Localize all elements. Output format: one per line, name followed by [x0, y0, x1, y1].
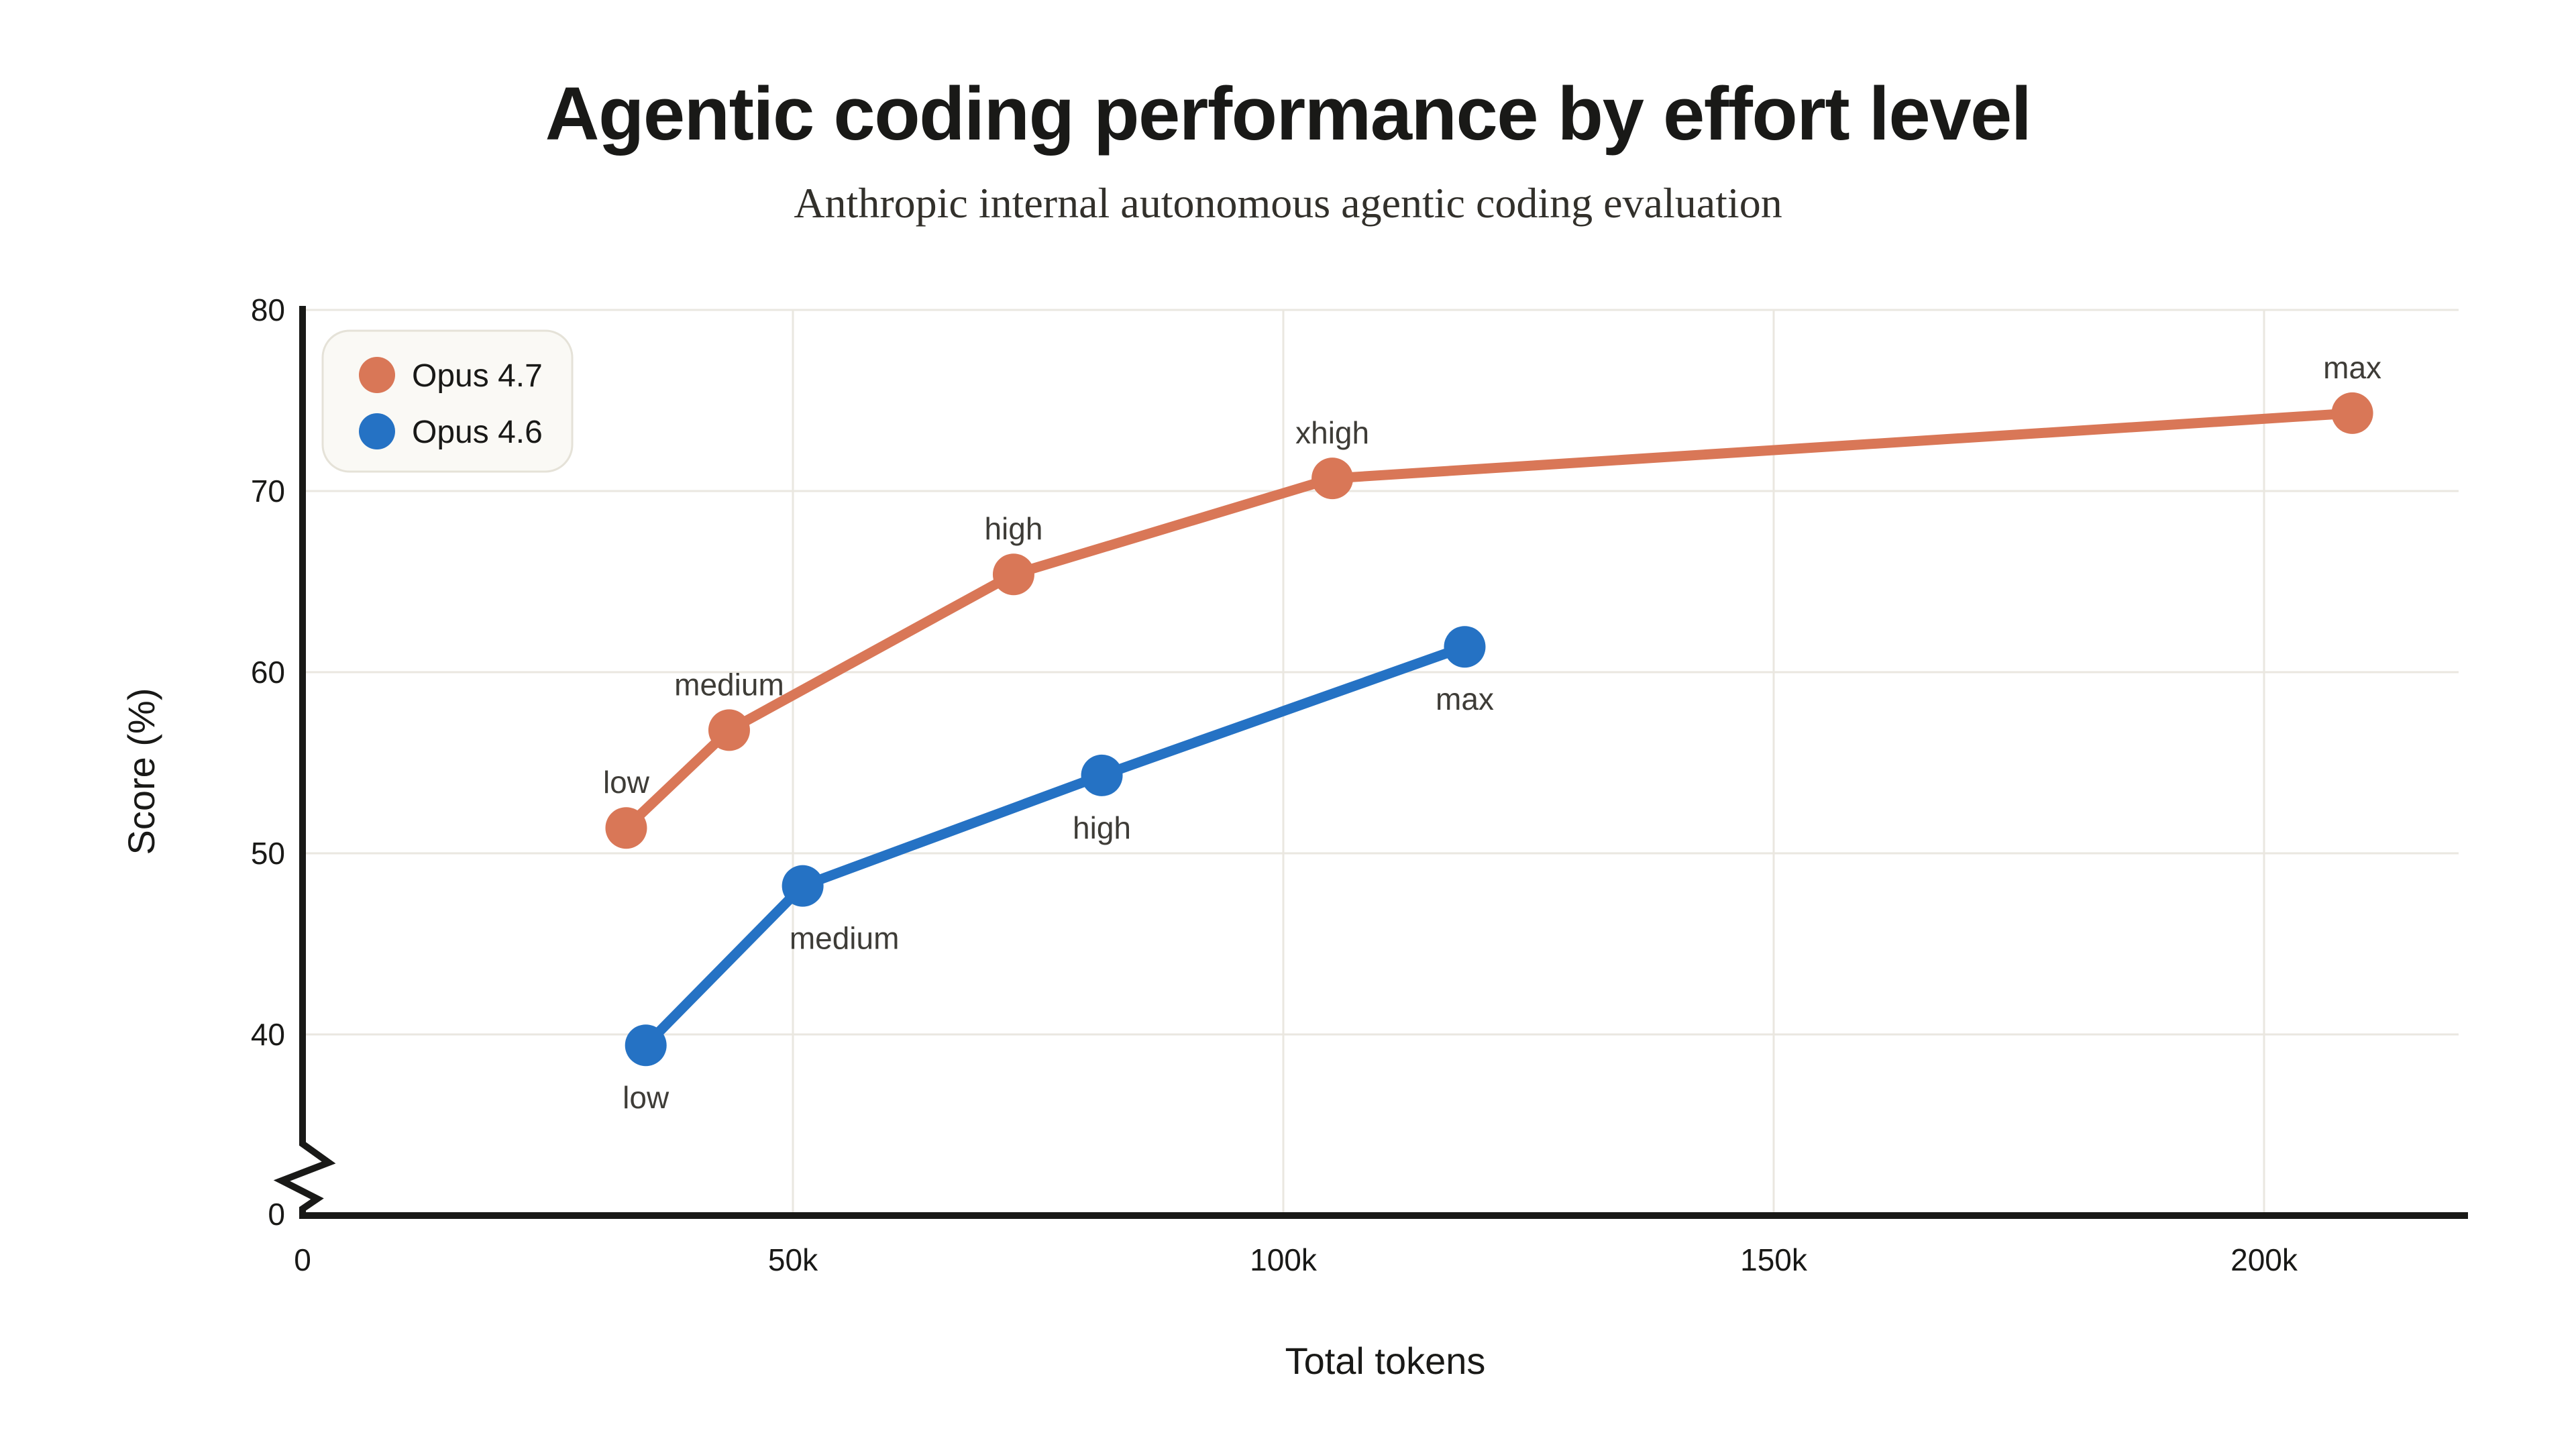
data-point-opus-4-6-max — [1444, 626, 1486, 668]
series-layer: low medium high xhigh max low medium high max — [603, 350, 2381, 1115]
legend-box — [321, 329, 574, 473]
y-axis-title: Score (%) — [120, 688, 162, 855]
chart-title: Agentic coding performance by effort lev… — [545, 72, 2031, 156]
x-tick-100k: 100k — [1250, 1242, 1318, 1277]
point-label-opus-4-7-high: high — [984, 511, 1042, 546]
y-tick-0: 0 — [268, 1197, 285, 1232]
legend-swatch-opus-4-6 — [359, 413, 395, 449]
series-opus-4-7: low medium high xhigh max — [603, 350, 2381, 849]
data-point-opus-4-7-high — [992, 553, 1034, 596]
point-label-opus-4-7-xhigh: xhigh — [1295, 415, 1369, 450]
x-tick-200k: 200k — [2231, 1242, 2298, 1277]
point-label-opus-4-7-medium: medium — [674, 667, 784, 702]
data-point-opus-4-7-xhigh — [1311, 458, 1354, 500]
legend-swatch-opus-4-7 — [359, 357, 395, 393]
point-label-opus-4-7-low: low — [603, 765, 650, 800]
axes-with-break — [273, 306, 2468, 1219]
point-label-opus-4-6-high: high — [1073, 810, 1131, 845]
point-label-opus-4-6-max: max — [1436, 682, 1494, 716]
series-opus-4-6: low medium high max — [623, 626, 1494, 1115]
x-tick-0: 0 — [294, 1242, 311, 1277]
x-tick-50k: 50k — [768, 1242, 818, 1277]
legend: Opus 4.7 Opus 4.6 — [321, 329, 574, 473]
point-label-opus-4-7-max: max — [2323, 350, 2381, 385]
data-point-opus-4-6-medium — [782, 865, 824, 907]
y-tick-70: 70 — [251, 474, 285, 508]
y-tick-60: 60 — [251, 655, 285, 690]
legend-label-opus-4-7: Opus 4.7 — [412, 358, 543, 394]
y-tick-labels: 0 40 50 60 70 80 — [251, 292, 285, 1232]
series-line-opus-4-6 — [641, 641, 1470, 1051]
data-point-opus-4-7-low — [605, 807, 647, 849]
point-label-opus-4-6-medium: medium — [790, 921, 900, 956]
x-tick-labels: 0 50k 100k 150k 200k — [294, 1242, 2298, 1277]
vertical-gridlines — [792, 310, 2265, 1212]
data-point-opus-4-6-low — [625, 1024, 667, 1067]
data-point-opus-4-7-max — [2331, 392, 2373, 434]
x-tick-150k: 150k — [1740, 1242, 1808, 1277]
data-point-opus-4-7-medium — [708, 709, 750, 751]
y-tick-40: 40 — [251, 1017, 285, 1052]
series-line-opus-4-7 — [621, 408, 2358, 833]
data-point-opus-4-6-high — [1081, 754, 1123, 796]
legend-label-opus-4-6: Opus 4.6 — [412, 415, 543, 450]
point-label-opus-4-6-low: low — [623, 1080, 669, 1115]
y-tick-50: 50 — [251, 836, 285, 871]
chart-subtitle: Anthropic internal autonomous agentic co… — [794, 179, 1782, 227]
x-axis-title: Total tokens — [1285, 1340, 1486, 1382]
y-tick-80: 80 — [251, 292, 285, 327]
